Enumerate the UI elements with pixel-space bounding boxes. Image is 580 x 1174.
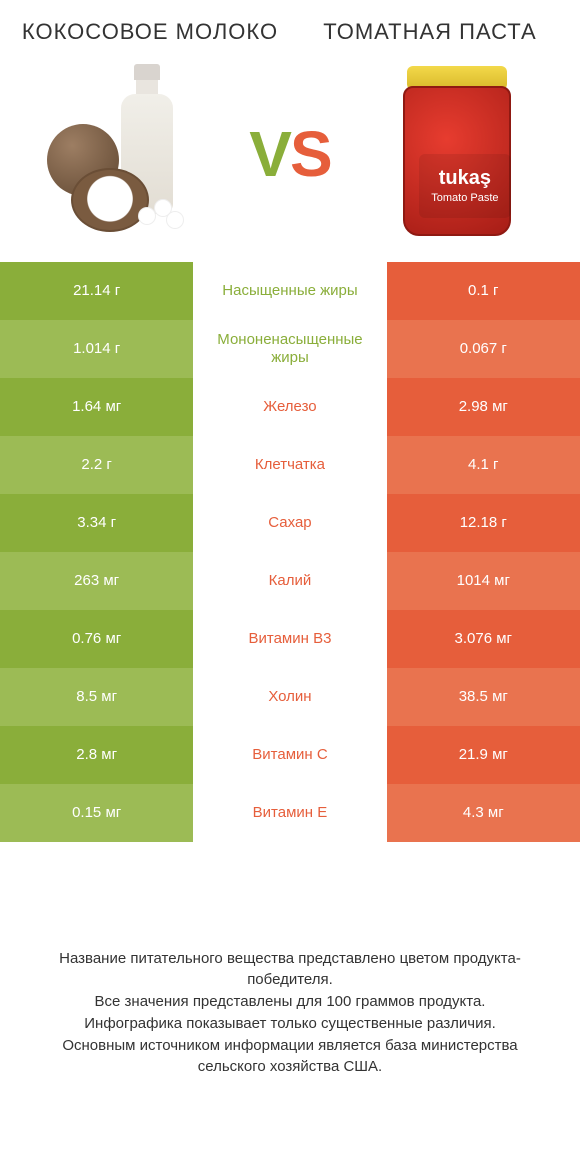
table-row: 2.8 мгВитамин C21.9 мг (0, 726, 580, 784)
left-value: 2.8 мг (0, 726, 193, 784)
right-product-image: tukaş Tomato Paste (377, 64, 537, 244)
table-row: 0.76 мгВитамин B33.076 мг (0, 610, 580, 668)
right-value: 38.5 мг (387, 668, 580, 726)
right-value: 0.1 г (387, 262, 580, 320)
nutrient-label: Клетчатка (193, 436, 386, 494)
table-row: 21.14 гНасыщенные жиры0.1 г (0, 262, 580, 320)
right-value: 4.3 мг (387, 784, 580, 842)
tomato-paste-illustration: tukaş Tomato Paste (397, 64, 517, 244)
nutrient-label: Витамин E (193, 784, 386, 842)
vs-v: V (249, 118, 290, 190)
left-value: 0.15 мг (0, 784, 193, 842)
right-product-title: ТОМАТНАЯ ПАСТА (290, 18, 570, 46)
left-value: 21.14 г (0, 262, 193, 320)
right-value: 1014 мг (387, 552, 580, 610)
right-value: 12.18 г (387, 494, 580, 552)
products-vs-row: VS tukaş Tomato Paste (0, 56, 580, 262)
header-titles: КОКОСОВОЕ МОЛОКО ТОМАТНАЯ ПАСТА (0, 0, 580, 56)
page-container: КОКОСОВОЕ МОЛОКО ТОМАТНАЯ ПАСТА VS (0, 0, 580, 1174)
table-row: 263 мгКалий1014 мг (0, 552, 580, 610)
left-value: 1.014 г (0, 320, 193, 378)
table-row: 1.014 гМононенасыщенные жиры0.067 г (0, 320, 580, 378)
nutrient-label: Сахар (193, 494, 386, 552)
jar-sub: Tomato Paste (431, 192, 498, 204)
footer-text: Название питательного вещества представл… (28, 948, 552, 1079)
jar-body-icon: tukaş Tomato Paste (403, 86, 511, 236)
left-value: 0.76 мг (0, 610, 193, 668)
right-value: 0.067 г (387, 320, 580, 378)
nutrient-label: Насыщенные жиры (193, 262, 386, 320)
nutrient-label: Калий (193, 552, 386, 610)
table-row: 1.64 мгЖелезо2.98 мг (0, 378, 580, 436)
flowers-icon (139, 196, 189, 232)
vs-label: VS (249, 117, 330, 191)
coconut-half-icon (71, 168, 149, 232)
footer: Название питательного вещества представл… (0, 842, 580, 1174)
jar-label: tukaş Tomato Paste (419, 154, 511, 218)
table-row: 0.15 мгВитамин E4.3 мг (0, 784, 580, 842)
nutrient-label: Холин (193, 668, 386, 726)
right-value: 21.9 мг (387, 726, 580, 784)
left-value: 3.34 г (0, 494, 193, 552)
left-value: 2.2 г (0, 436, 193, 494)
jar-brand: tukaş (439, 167, 491, 190)
left-product-title: КОКОСОВОЕ МОЛОКО (10, 18, 290, 46)
table-row: 3.34 гСахар12.18 г (0, 494, 580, 552)
nutrient-label: Витамин C (193, 726, 386, 784)
coconut-milk-illustration (43, 64, 203, 244)
table-row: 8.5 мгХолин38.5 мг (0, 668, 580, 726)
left-product-image (43, 64, 203, 244)
left-value: 8.5 мг (0, 668, 193, 726)
vs-s: S (290, 118, 331, 190)
left-value: 263 мг (0, 552, 193, 610)
right-value: 4.1 г (387, 436, 580, 494)
nutrient-label: Витамин B3 (193, 610, 386, 668)
comparison-table: 21.14 гНасыщенные жиры0.1 г1.014 гМононе… (0, 262, 580, 842)
nutrient-label: Железо (193, 378, 386, 436)
left-value: 1.64 мг (0, 378, 193, 436)
right-value: 2.98 мг (387, 378, 580, 436)
right-value: 3.076 мг (387, 610, 580, 668)
nutrient-label: Мононенасыщенные жиры (193, 320, 386, 378)
table-row: 2.2 гКлетчатка4.1 г (0, 436, 580, 494)
